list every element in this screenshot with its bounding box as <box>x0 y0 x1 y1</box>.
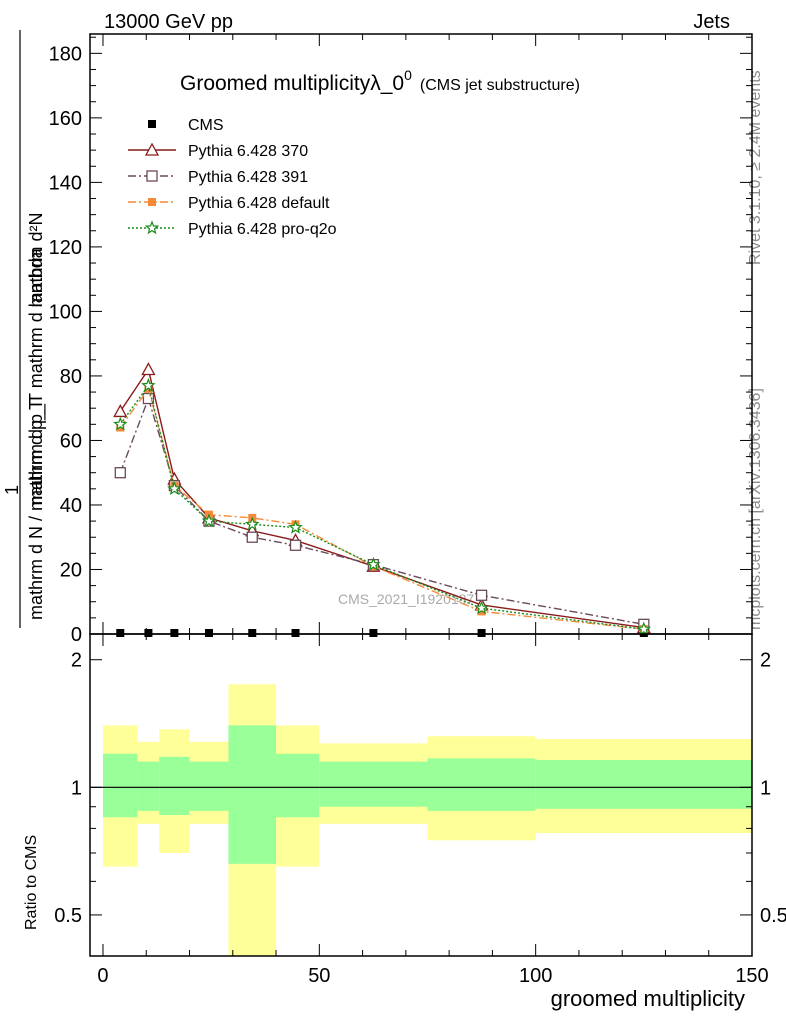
y-tick-label: 80 <box>60 366 82 388</box>
plot-title-sub: (CMS jet substructure) <box>420 77 580 94</box>
data-point-4 <box>288 519 303 534</box>
data-point-4 <box>201 513 217 528</box>
ratio-band-inner <box>427 758 536 811</box>
legend-marker <box>148 198 156 206</box>
data-point-1 <box>113 404 128 418</box>
y-tick-label: 160 <box>49 108 82 130</box>
rivet-label: Rivet 3.1.10, ≥ 2.4M events <box>747 70 764 265</box>
legend-label: Pythia 6.428 default <box>188 195 330 212</box>
ratio-band-inner <box>189 761 229 811</box>
legend-label: Pythia 6.428 pro-q2o <box>188 221 337 238</box>
ratio-band-inner <box>535 760 752 809</box>
data-point-4 <box>474 600 489 615</box>
energy-label: 13000 GeV pp <box>104 11 233 33</box>
y-tick-label: 60 <box>60 430 82 452</box>
ratio-band-inner <box>159 756 190 816</box>
data-point-2 <box>475 589 488 601</box>
series-line-1 <box>119 367 644 629</box>
data-point-1 <box>141 362 156 376</box>
ratio-tick-label-right: 2 <box>760 650 771 672</box>
data-point-0 <box>369 629 378 637</box>
data-point-2 <box>289 539 302 551</box>
y-tick-label: 100 <box>49 301 82 323</box>
data-point-4 <box>113 416 128 431</box>
data-point-0 <box>248 629 257 637</box>
ratio-band-inner <box>276 753 320 818</box>
plot-title-sup: 0 <box>404 67 412 83</box>
ratio-frame <box>89 633 753 957</box>
data-point-2 <box>246 531 258 543</box>
process-label: Jets <box>693 11 730 33</box>
ratio-tick-label: 1 <box>71 777 82 799</box>
plot-title-main: Groomed multiplicityλ_0 <box>180 72 404 95</box>
ratio-band-inner <box>319 761 428 807</box>
data-point-4 <box>244 516 260 531</box>
legend-label: CMS <box>188 117 224 134</box>
ylabel-one: 1 <box>2 485 22 495</box>
ratio-band-inner <box>102 753 138 818</box>
series-line-2 <box>119 396 644 626</box>
data-point-2 <box>114 467 126 479</box>
ratio-ylabel: Ratio to CMS <box>23 835 40 930</box>
data-point-0 <box>170 629 179 637</box>
y-tick-label: 180 <box>49 43 82 65</box>
data-point-0 <box>291 629 300 637</box>
legend-marker <box>144 220 160 235</box>
ratio-band-inner <box>137 761 160 811</box>
ylabel-top-numer: mathrm d²N <box>26 212 46 307</box>
data-point-0 <box>204 629 213 637</box>
ratio-band-inner <box>228 725 277 864</box>
legend-marker <box>148 120 156 128</box>
main-panel: 0 20 40 60 80 100 120 140 160 180 <box>49 33 753 646</box>
y-tick-label: 140 <box>49 172 82 194</box>
y-tick-label: 120 <box>49 237 82 259</box>
data-point-4 <box>636 621 652 636</box>
data-point-4 <box>366 556 381 571</box>
y-tick-label: 0 <box>71 624 82 646</box>
ylabel-bottom: mathrm d N / mathrm d p_T <box>26 399 47 620</box>
plot-title: Groomed multiplicityλ_00 (CMS jet substru… <box>180 67 580 95</box>
x-axis-label: groomed multiplicity <box>551 986 745 1011</box>
data-point-4 <box>167 481 182 496</box>
legend-marker <box>144 142 160 156</box>
ratio-tick-label: 0.5 <box>54 905 82 927</box>
x-tick-label: 50 <box>308 965 330 987</box>
legend-marker <box>146 170 158 182</box>
y-tick-label: 40 <box>60 495 82 517</box>
y-tick-label: 20 <box>60 559 82 581</box>
legend-label: Pythia 6.428 391 <box>188 169 308 186</box>
ratio-panel: 0 50 100 150 0.5 0.5 1 1 2 2 <box>54 622 786 987</box>
ratio-tick-label-right: 1 <box>760 777 771 799</box>
data-point-0 <box>116 629 125 637</box>
x-tick-label: 100 <box>519 965 552 987</box>
analysis-watermark: CMS_2021_I1920187 <box>338 591 474 607</box>
legend: CMS Pythia 6.428 370 Pythia 6.428 391 Pythi… <box>128 117 337 238</box>
data-point-0 <box>477 629 486 637</box>
ylabel-top-denom: mathrm d p_T mathrm d lambda <box>26 247 47 505</box>
legend-label: Pythia 6.428 370 <box>188 143 308 160</box>
ratio-tick-label-right: 0.5 <box>760 905 786 927</box>
data-point-2 <box>142 392 155 405</box>
x-tick-label: 150 <box>735 965 768 987</box>
ratio-tick-label: 2 <box>71 650 82 672</box>
data-point-4 <box>141 377 156 392</box>
x-tick-label: 0 <box>97 965 108 987</box>
data-point-0 <box>144 629 153 637</box>
